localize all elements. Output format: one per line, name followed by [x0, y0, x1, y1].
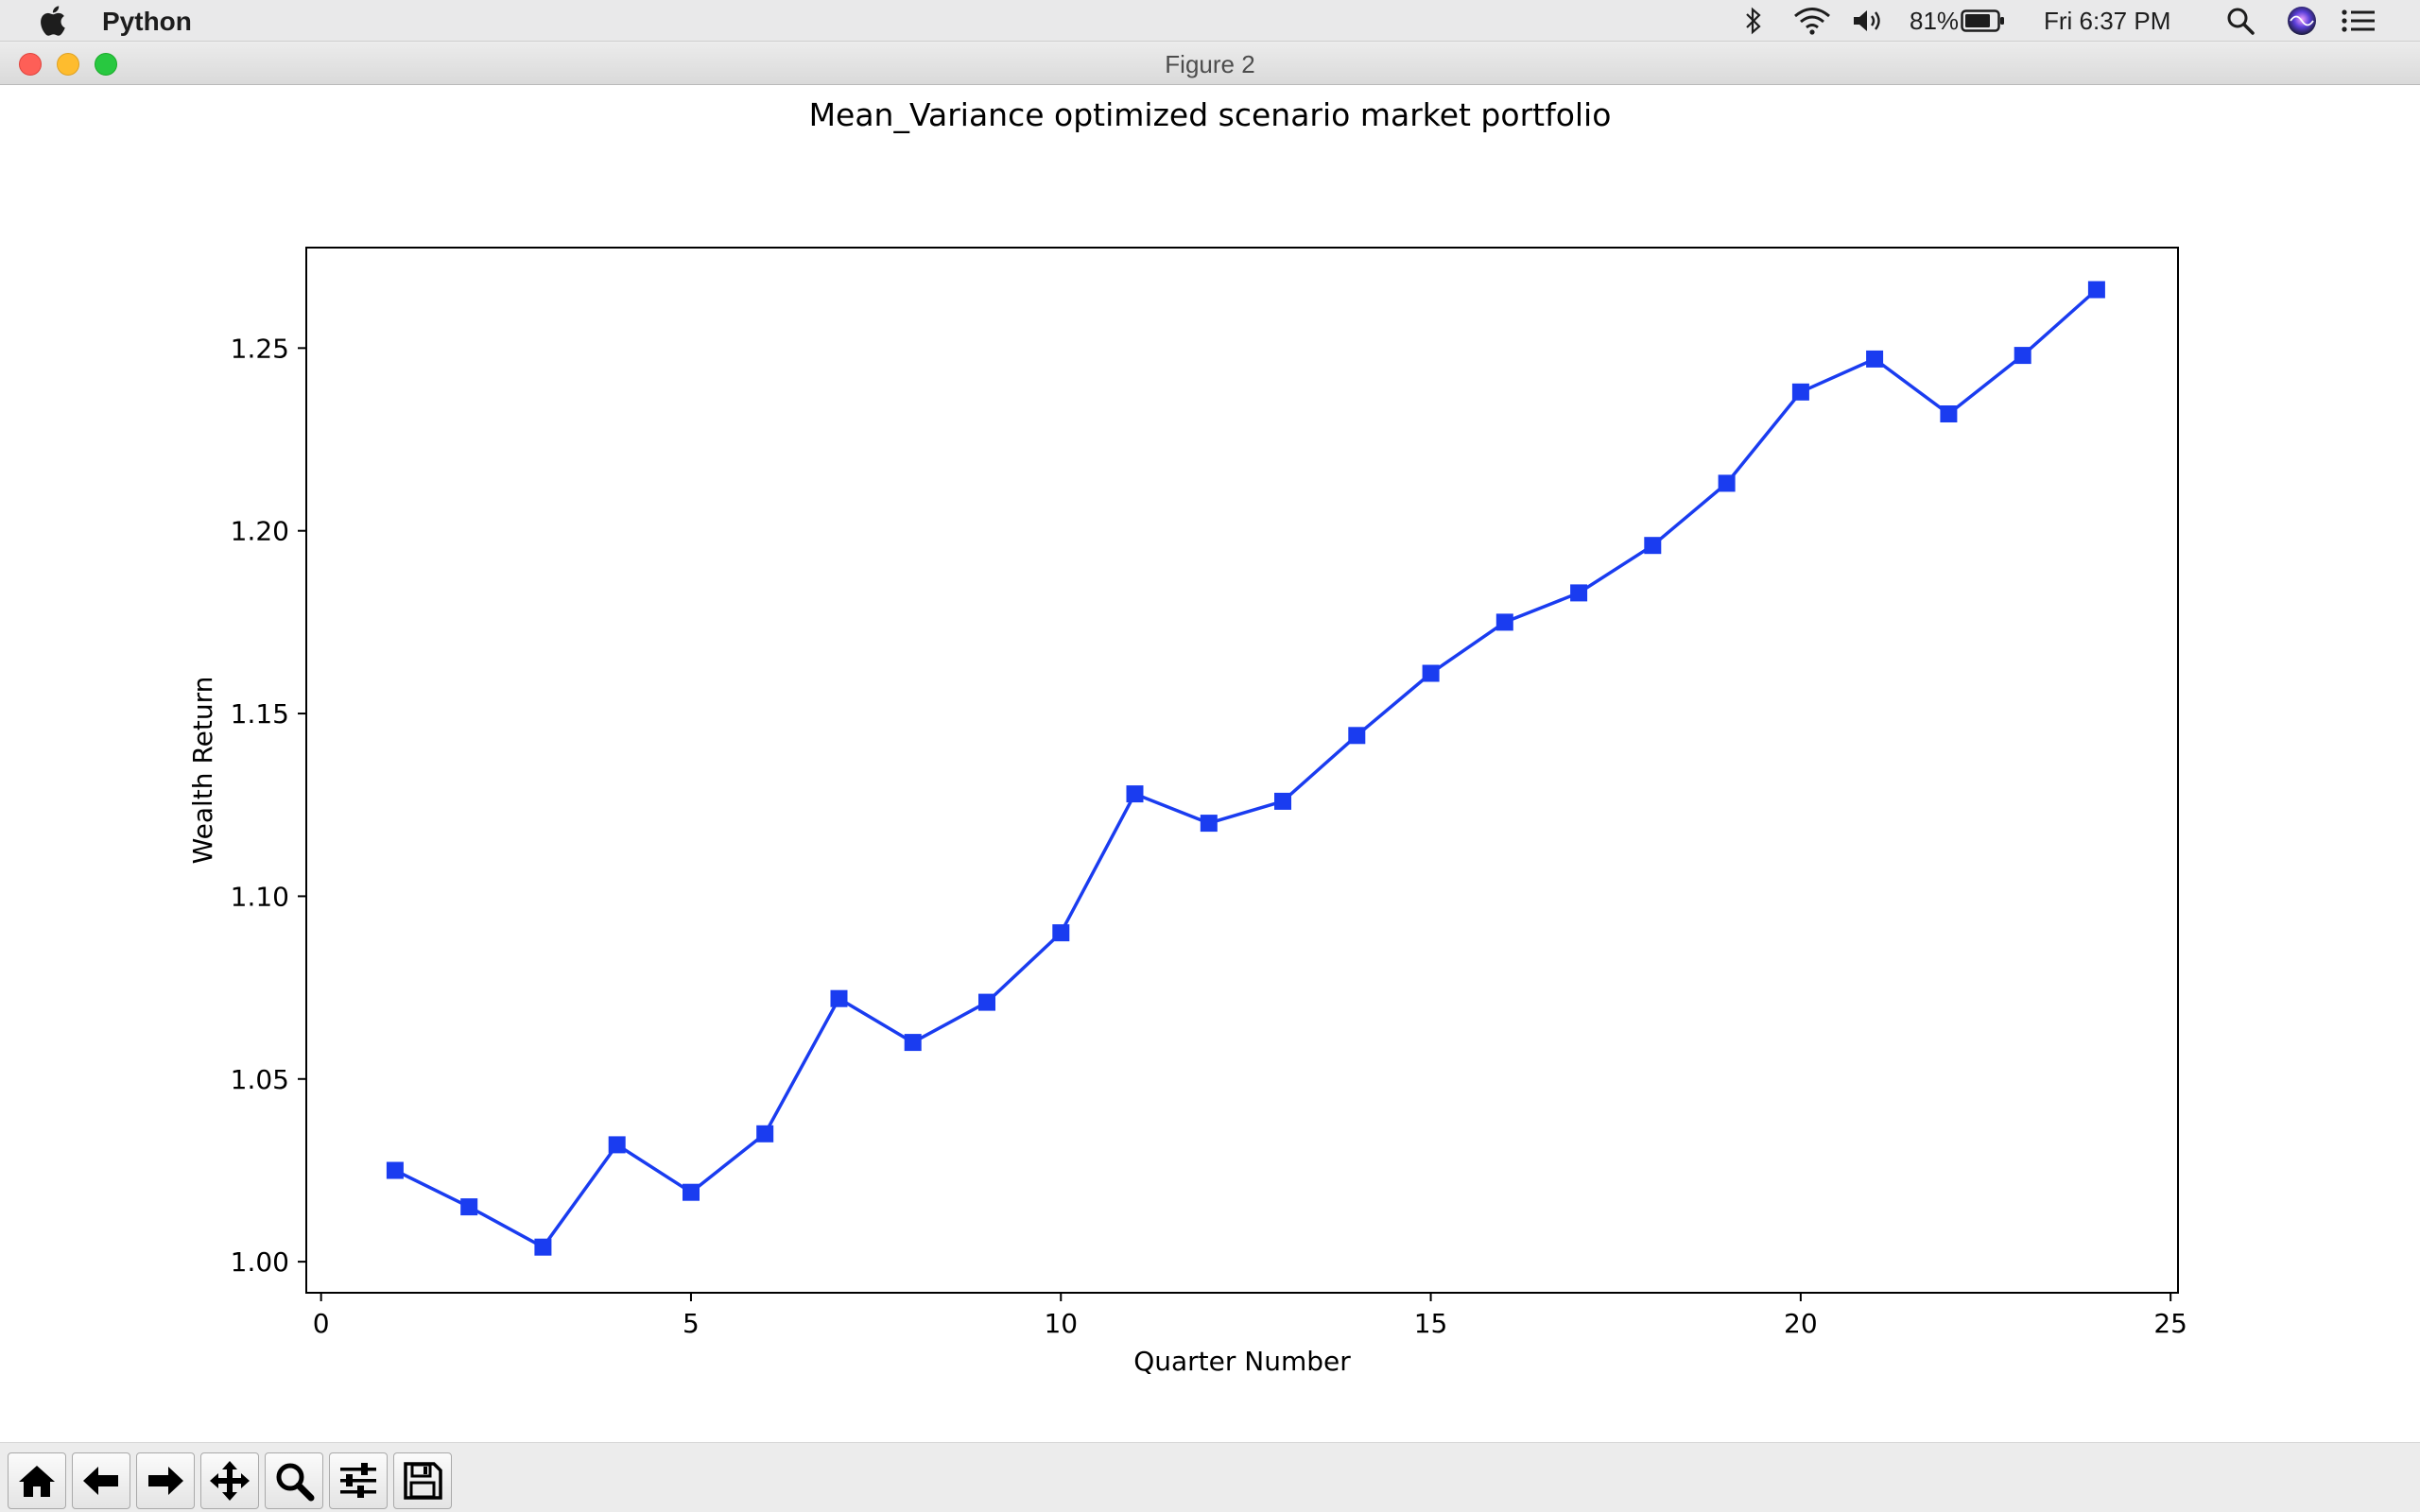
window-title-bar[interactable]: Figure 2: [0, 42, 2420, 85]
series-line: [394, 288, 2099, 1249]
navigation-toolbar: [0, 1442, 2420, 1512]
data-point-marker: [1052, 924, 1070, 942]
data-point-marker: [1126, 785, 1144, 803]
figure-canvas[interactable]: Mean_Variance optimized scenario market …: [0, 85, 2420, 1442]
zoom-button[interactable]: [265, 1452, 323, 1509]
battery-percent: 81%: [1910, 6, 1960, 35]
y-tick-label: 1.25: [231, 333, 289, 364]
data-point-marker: [1940, 405, 1958, 422]
data-point-marker: [1866, 350, 1884, 368]
data-point-marker: [830, 989, 848, 1007]
window-title: Figure 2: [1165, 50, 1255, 78]
data-point-marker: [1274, 792, 1291, 810]
pan-icon: [210, 1461, 250, 1501]
app-menu-python[interactable]: Python: [102, 7, 192, 36]
x-tick-label: 25: [2153, 1308, 2187, 1339]
menu-bar: Python 81% Fri 6:37 PM: [0, 0, 2420, 42]
data-point-marker: [460, 1198, 478, 1216]
home-button[interactable]: [8, 1452, 66, 1509]
data-point-marker: [608, 1136, 626, 1154]
data-point-marker: [2087, 281, 2105, 299]
series-markers: [386, 281, 2105, 1256]
save-icon: [404, 1462, 442, 1500]
y-tick-label: 1.20: [231, 516, 289, 547]
data-point-marker: [1495, 613, 1513, 631]
back-button[interactable]: [72, 1452, 130, 1509]
battery-icon[interactable]: [1961, 0, 2008, 42]
data-point-marker: [1200, 815, 1218, 833]
spotlight-search-icon[interactable]: [2225, 0, 2257, 42]
x-tick-label: 20: [1784, 1308, 1818, 1339]
axis-ticks: 0 5 10 15 20 25 1.00 1.05 1.10 1.15 1.20 1.25: [231, 333, 2187, 1339]
y-tick-label: 1.05: [231, 1064, 289, 1095]
data-point-marker: [1422, 664, 1440, 682]
x-tick-label: 0: [313, 1308, 330, 1339]
x-axis-label: Quarter Number: [1133, 1346, 1351, 1377]
data-point-marker: [1348, 727, 1366, 745]
back-arrow-icon: [83, 1467, 118, 1495]
plot-frame: [305, 247, 2179, 1294]
data-point-marker: [978, 993, 995, 1011]
y-tick-label: 1.00: [231, 1246, 289, 1278]
data-point-marker: [534, 1238, 552, 1256]
data-point-marker: [1791, 383, 1809, 401]
pan-button[interactable]: [200, 1452, 259, 1509]
siri-icon[interactable]: [2286, 0, 2320, 42]
line-chart[interactable]: Mean_Variance optimized scenario market …: [0, 85, 2420, 1442]
volume-icon[interactable]: [1851, 0, 1889, 42]
data-point-marker: [904, 1034, 922, 1052]
forward-button[interactable]: [136, 1452, 195, 1509]
x-tick-label: 10: [1044, 1308, 1078, 1339]
data-point-marker: [2014, 347, 2031, 365]
bluetooth-icon[interactable]: [1743, 0, 1772, 42]
home-icon: [19, 1466, 55, 1497]
data-point-marker: [1644, 537, 1662, 555]
y-tick-label: 1.15: [231, 698, 289, 730]
maximize-window-button[interactable]: [95, 53, 117, 76]
y-axis-label: Wealth Return: [187, 677, 218, 865]
apple-icon[interactable]: [38, 5, 66, 37]
wifi-icon[interactable]: [1792, 0, 1836, 42]
configure-subplots-button[interactable]: [329, 1452, 388, 1509]
x-tick-label: 5: [683, 1308, 700, 1339]
data-point-marker: [386, 1161, 404, 1179]
data-point-marker: [756, 1125, 774, 1143]
y-tick-label: 1.10: [231, 881, 289, 912]
notification-center-icon[interactable]: [2341, 0, 2378, 42]
data-point-marker: [1718, 474, 1736, 492]
forward-arrow-icon: [148, 1467, 183, 1495]
x-tick-label: 15: [1414, 1308, 1448, 1339]
minimize-window-button[interactable]: [57, 53, 79, 76]
save-button[interactable]: [393, 1452, 452, 1509]
data-point-marker: [1570, 584, 1588, 602]
zoom-icon: [276, 1463, 315, 1502]
close-window-button[interactable]: [19, 53, 42, 76]
menubar-clock[interactable]: Fri 6:37 PM: [2044, 6, 2171, 35]
data-point-marker: [683, 1183, 700, 1201]
configure-subplots-icon: [340, 1463, 376, 1498]
chart-title: Mean_Variance optimized scenario market …: [809, 96, 1612, 133]
